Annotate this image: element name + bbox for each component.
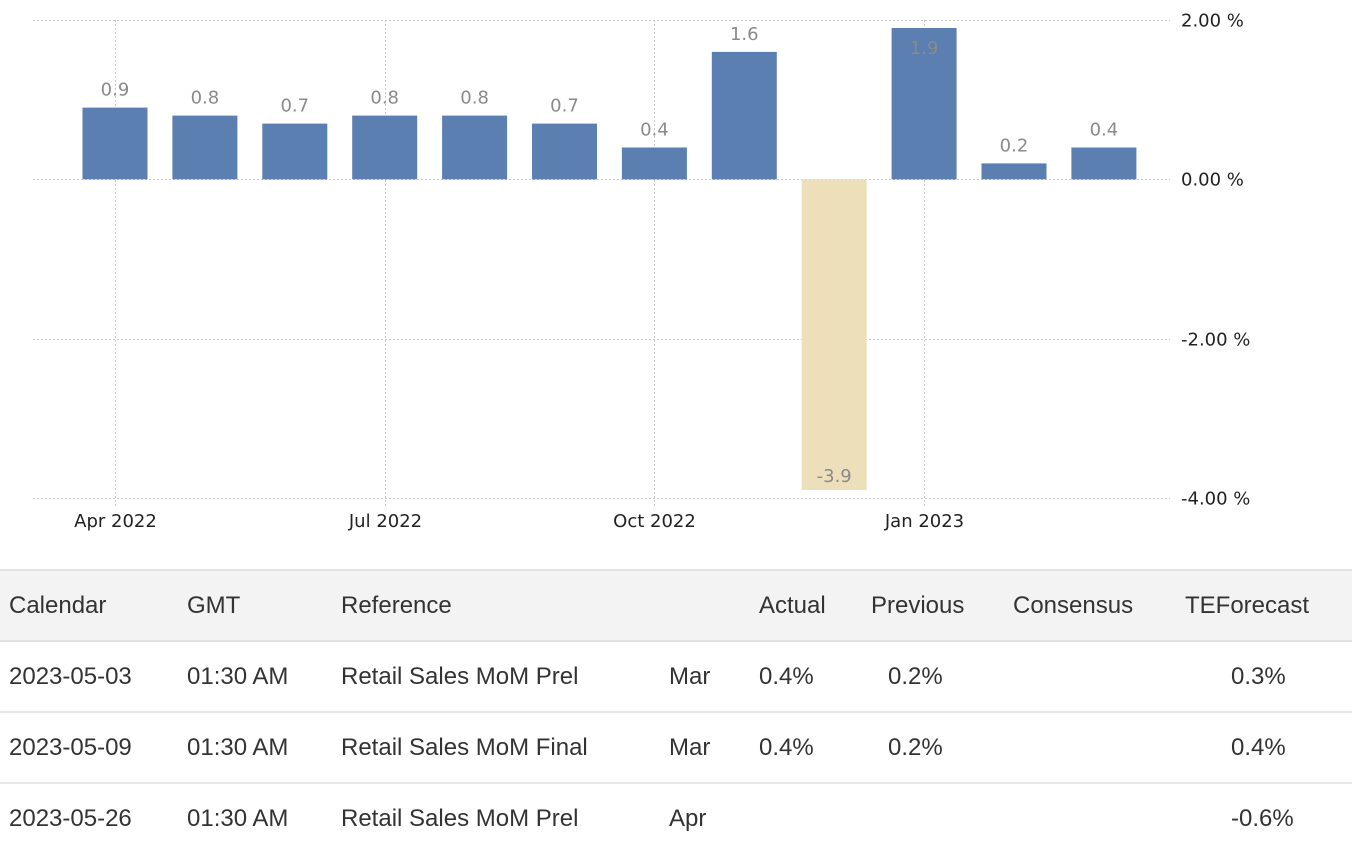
header-teforecast[interactable]: TEForecast xyxy=(1185,591,1310,619)
value-label-layer: 0.9 0.8 0.7 0.8 0.8 0.7 0.4 1.6 -3.9 1.9 0.2 0.4 xyxy=(101,24,1119,487)
y-tick-label: 0.00 % xyxy=(1181,170,1244,191)
bar-value-label: 0.4 xyxy=(1090,120,1119,141)
header-period xyxy=(669,570,749,641)
bar-sep-2022[interactable] xyxy=(621,147,687,180)
cell-teforecast: 0.3% xyxy=(1231,662,1286,690)
bar-nov-2022[interactable] xyxy=(801,179,867,491)
grid-layer xyxy=(33,20,1170,506)
table-row: 2023-05-26 01:30 AM Retail Sales MoM Pre… xyxy=(0,783,1352,853)
cell-gmt: 01:30 AM xyxy=(187,733,289,761)
bar-apr-2022[interactable] xyxy=(172,115,238,180)
bar-jul-2022[interactable] xyxy=(442,115,508,180)
bar-may-2022[interactable] xyxy=(262,123,328,180)
cell-teforecast: 0.4% xyxy=(1231,733,1286,761)
y-tick-label: 2.00 % xyxy=(1181,11,1244,32)
cell-previous xyxy=(871,783,1013,853)
header-reference[interactable]: Reference xyxy=(341,591,452,619)
cell-actual: 0.4% xyxy=(759,662,814,690)
y-tick-label: -4.00 % xyxy=(1181,489,1250,510)
x-tick-label: Jan 2023 xyxy=(884,511,964,532)
calendar-table-container: Calendar GMT Reference Actual Previous C… xyxy=(0,569,1352,853)
bar-value-label: -3.9 xyxy=(817,466,852,487)
cell-calendar: 2023-05-09 xyxy=(9,733,132,761)
cell-previous: 0.2% xyxy=(888,733,943,761)
bar-value-label: 0.8 xyxy=(370,88,399,109)
table-header-row: Calendar GMT Reference Actual Previous C… xyxy=(0,570,1352,641)
bar-jun-2022[interactable] xyxy=(352,115,418,180)
retail-sales-bar-chart: 0.9 0.8 0.7 0.8 0.8 0.7 0.4 1.6 -3.9 1.9 0.2 0.4 2.… xyxy=(33,11,1250,532)
cell-reference-link[interactable]: Retail Sales MoM Prel xyxy=(341,804,579,832)
bar-value-label: 1.6 xyxy=(730,24,759,45)
header-actual[interactable]: Actual xyxy=(759,591,826,619)
cell-gmt: 01:30 AM xyxy=(187,662,289,690)
bar-feb-2023[interactable] xyxy=(1071,147,1137,180)
bar-jan-2023[interactable] xyxy=(981,163,1047,180)
bar-value-label: 0.2 xyxy=(1000,135,1029,156)
bar-mar-2022[interactable] xyxy=(82,107,148,180)
cell-period: Mar xyxy=(669,662,711,690)
cell-consensus xyxy=(1013,783,1185,853)
bar-value-label: 0.8 xyxy=(460,88,489,109)
bar-aug-2022[interactable] xyxy=(532,123,597,180)
header-calendar[interactable]: Calendar xyxy=(9,591,107,619)
cell-consensus xyxy=(1013,712,1185,783)
bar-value-label: 0.7 xyxy=(280,96,309,117)
bar-layer xyxy=(82,28,1137,491)
cell-reference-link[interactable]: Retail Sales MoM Final xyxy=(341,733,588,761)
cell-period: Mar xyxy=(669,733,711,761)
cell-previous: 0.2% xyxy=(888,662,943,690)
bar-dec-2022[interactable] xyxy=(891,28,957,180)
cell-calendar: 2023-05-03 xyxy=(9,662,132,690)
x-tick-label: Oct 2022 xyxy=(613,511,696,532)
x-tick-label: Apr 2022 xyxy=(74,511,157,532)
cell-gmt: 01:30 AM xyxy=(187,804,289,832)
bar-value-label: 0.8 xyxy=(191,88,220,109)
calendar-table: Calendar GMT Reference Actual Previous C… xyxy=(0,569,1352,853)
table-row: 2023-05-09 01:30 AM Retail Sales MoM Fin… xyxy=(0,712,1352,783)
cell-actual xyxy=(749,783,871,853)
bar-value-label: 0.4 xyxy=(640,120,669,141)
x-tick-label: Jul 2022 xyxy=(348,511,422,532)
cell-calendar: 2023-05-26 xyxy=(9,804,132,832)
cell-actual: 0.4% xyxy=(759,733,814,761)
y-tick-label: -2.00 % xyxy=(1181,330,1250,351)
bar-oct-2022[interactable] xyxy=(711,51,777,180)
cell-consensus xyxy=(1013,641,1185,712)
table-row: 2023-05-03 01:30 AM Retail Sales MoM Pre… xyxy=(0,641,1352,712)
bar-value-label: 1.9 xyxy=(910,38,939,59)
x-axis: Apr 2022 Jul 2022 Oct 2022 Jan 2023 xyxy=(74,511,964,532)
bar-value-label: 0.7 xyxy=(550,96,579,117)
header-previous[interactable]: Previous xyxy=(871,591,965,619)
y-axis: 2.00 % 0.00 % -2.00 % -4.00 % xyxy=(1181,11,1250,510)
cell-teforecast: -0.6% xyxy=(1231,804,1294,832)
bar-value-label: 0.9 xyxy=(101,80,130,101)
header-consensus[interactable]: Consensus xyxy=(1013,591,1134,619)
cell-period: Apr xyxy=(669,804,707,832)
cell-reference-link[interactable]: Retail Sales MoM Prel xyxy=(341,662,579,690)
header-gmt[interactable]: GMT xyxy=(187,591,241,619)
